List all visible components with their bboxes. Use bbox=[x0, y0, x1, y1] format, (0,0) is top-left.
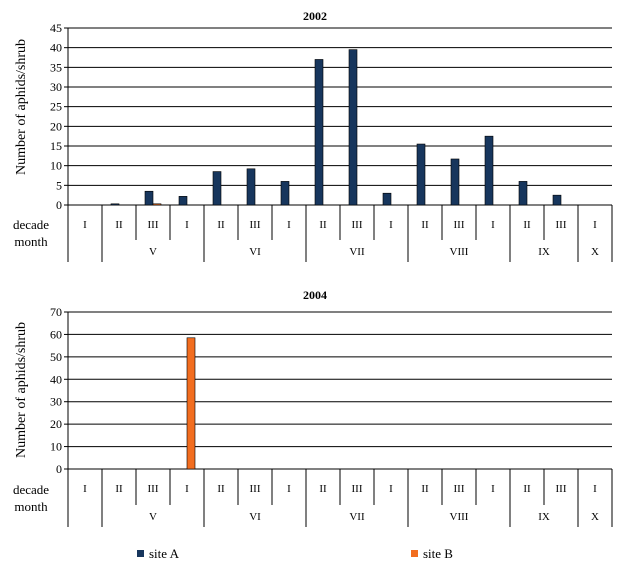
legend-swatch-site-a bbox=[137, 550, 144, 557]
y-tick-label: 70 bbox=[50, 305, 62, 319]
decade-label: I bbox=[83, 219, 87, 231]
decade-label: II bbox=[115, 219, 123, 231]
decade-label: I bbox=[593, 483, 597, 495]
bar-site-a bbox=[416, 143, 426, 206]
y-tick-label: 15 bbox=[50, 139, 62, 153]
month-label: VIII bbox=[450, 511, 469, 523]
decade-label: II bbox=[217, 483, 225, 495]
decade-label: II bbox=[217, 219, 225, 231]
decade-label: III bbox=[454, 483, 465, 495]
decade-label: II bbox=[523, 483, 531, 495]
y-tick-label: 10 bbox=[50, 159, 62, 173]
y-tick-label: 10 bbox=[50, 440, 62, 454]
y-tick-label: 35 bbox=[50, 60, 62, 74]
legend-swatch-site-b bbox=[411, 550, 418, 557]
bar-site-a bbox=[314, 59, 324, 206]
decade-label: I bbox=[389, 483, 393, 495]
decade-label: I bbox=[491, 483, 495, 495]
y-tick-label: 20 bbox=[50, 417, 62, 431]
bar-site-a bbox=[450, 158, 460, 206]
decade-label: III bbox=[148, 219, 159, 231]
chart-2002: 2002 Number of aphids/shrub decade month… bbox=[13, 9, 613, 262]
y-tick-label: 40 bbox=[50, 372, 62, 386]
chart-2004: 2004 Number of aphids/shrub decade month… bbox=[13, 288, 613, 527]
bar-site-a bbox=[178, 196, 188, 206]
month-label: IX bbox=[538, 511, 550, 523]
y-tick-label: 30 bbox=[50, 395, 62, 409]
decade-label: III bbox=[250, 219, 261, 231]
month-label: V bbox=[149, 511, 157, 523]
month-label: VII bbox=[349, 511, 365, 523]
bar-site-a bbox=[212, 171, 222, 206]
decade-row-label: decade bbox=[13, 482, 49, 497]
bar-site-a bbox=[246, 168, 256, 206]
decade-label: I bbox=[185, 219, 189, 231]
y-axis-label: Number of aphids/shrub bbox=[14, 322, 29, 458]
bar-site-b bbox=[152, 203, 162, 206]
bar-site-a bbox=[552, 194, 562, 206]
y-tick-label: 50 bbox=[50, 350, 62, 364]
month-label: V bbox=[149, 246, 157, 258]
decade-label: III bbox=[352, 219, 363, 231]
legend-label-site-b: site B bbox=[423, 546, 453, 561]
decade-label: III bbox=[454, 219, 465, 231]
month-label: VII bbox=[349, 246, 365, 258]
y-tick-label: 0 bbox=[56, 198, 62, 212]
month-label: VI bbox=[249, 246, 261, 258]
legend: site A site B bbox=[137, 546, 453, 561]
month-label: VI bbox=[249, 511, 261, 523]
y-tick-label: 45 bbox=[50, 21, 62, 35]
bar-site-a bbox=[280, 181, 290, 206]
decade-label: I bbox=[593, 219, 597, 231]
decade-label: III bbox=[148, 483, 159, 495]
bar-site-a bbox=[144, 190, 154, 206]
bar-site-a bbox=[484, 135, 494, 206]
y-tick-label: 25 bbox=[50, 100, 62, 114]
bar-site-a bbox=[348, 49, 358, 206]
decade-label: I bbox=[491, 219, 495, 231]
decade-label: II bbox=[319, 219, 327, 231]
y-tick-label: 20 bbox=[50, 119, 62, 133]
month-label: X bbox=[591, 511, 599, 523]
decade-label: II bbox=[523, 219, 531, 231]
decade-row-label: decade bbox=[13, 217, 49, 232]
y-tick-label: 30 bbox=[50, 80, 62, 94]
decade-label: I bbox=[83, 483, 87, 495]
decade-label: III bbox=[556, 483, 567, 495]
decade-label: II bbox=[421, 483, 429, 495]
y-tick-label: 0 bbox=[56, 462, 62, 476]
y-tick-label: 60 bbox=[50, 327, 62, 341]
decade-label: II bbox=[115, 483, 123, 495]
decade-label: II bbox=[421, 219, 429, 231]
y-axis-label: Number of aphids/shrub bbox=[14, 39, 29, 175]
decade-label: I bbox=[185, 483, 189, 495]
bar-site-a bbox=[382, 192, 392, 206]
decade-label: III bbox=[352, 483, 363, 495]
decade-label: I bbox=[287, 483, 291, 495]
decade-label: III bbox=[556, 219, 567, 231]
y-tick-label: 40 bbox=[50, 41, 62, 55]
y-tick-label: 5 bbox=[56, 178, 62, 192]
month-label: IX bbox=[538, 246, 550, 258]
month-row-label: month bbox=[14, 234, 48, 249]
decade-label: I bbox=[287, 219, 291, 231]
bar-site-a bbox=[110, 203, 120, 206]
chart-title: 2002 bbox=[303, 9, 327, 23]
decade-label: II bbox=[319, 483, 327, 495]
bar-site-b bbox=[186, 337, 196, 470]
month-label: X bbox=[591, 246, 599, 258]
decade-label: I bbox=[389, 219, 393, 231]
chart-title: 2004 bbox=[303, 288, 327, 302]
legend-label-site-a: site A bbox=[149, 546, 180, 561]
decade-label: III bbox=[250, 483, 261, 495]
month-label: VIII bbox=[450, 246, 469, 258]
month-row-label: month bbox=[14, 499, 48, 514]
bar-site-a bbox=[518, 181, 528, 206]
